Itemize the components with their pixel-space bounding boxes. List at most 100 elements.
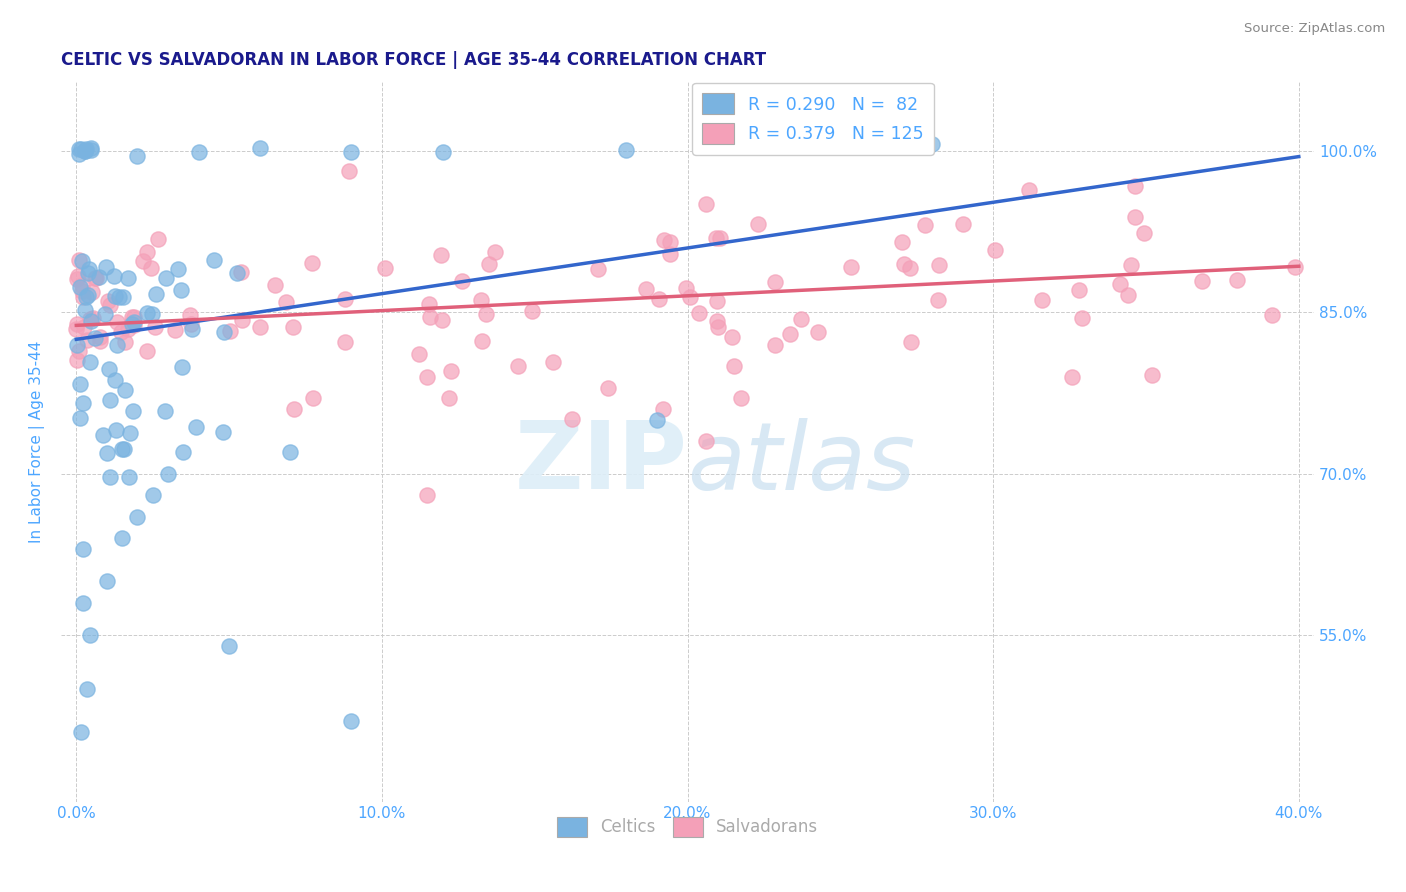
Point [82, 311, 104, 326]
Point [218, 639, 240, 653]
Point [80, 314, 103, 328]
Point [103, 268, 125, 283]
Point [65, 322, 87, 336]
Point [67, 142, 90, 156]
Point [333, 334, 356, 349]
Point [107, 337, 129, 351]
Point [94, 260, 117, 275]
Point [212, 325, 235, 339]
Point [695, 434, 717, 449]
Point [1123, 210, 1146, 224]
Point [82, 285, 104, 299]
Point [432, 145, 454, 160]
Y-axis label: In Labor Force | Age 35-44: In Labor Force | Age 35-44 [30, 340, 45, 542]
Point [96, 574, 118, 589]
Legend: Celtics, Salvadorans: Celtics, Salvadorans [551, 810, 825, 844]
Point [541, 354, 564, 368]
Point [69, 377, 91, 392]
Point [155, 403, 177, 417]
Point [374, 260, 396, 275]
Point [76, 681, 98, 696]
Point [278, 445, 301, 459]
Point [470, 293, 492, 307]
Point [807, 325, 830, 339]
Point [678, 290, 700, 304]
Point [75, 142, 97, 156]
Point [645, 413, 668, 427]
Point [187, 145, 209, 159]
Point [616, 143, 638, 157]
Point [707, 320, 730, 334]
Point [80, 141, 103, 155]
Point [110, 325, 132, 339]
Point [337, 163, 360, 178]
Point [706, 314, 728, 328]
Point [121, 317, 143, 331]
Point [142, 488, 165, 502]
Point [98, 362, 121, 376]
Point [72, 395, 94, 409]
Point [914, 219, 936, 233]
Point [107, 290, 129, 304]
Point [98, 469, 121, 483]
Point [484, 244, 506, 259]
Point [180, 317, 202, 331]
Point [561, 412, 583, 426]
Point [891, 235, 914, 249]
Point [66, 353, 89, 368]
Point [79, 312, 101, 326]
Point [73, 319, 96, 334]
Point [408, 347, 430, 361]
Point [120, 317, 142, 331]
Point [1123, 179, 1146, 194]
Point [148, 232, 170, 246]
Point [1260, 309, 1282, 323]
Point [117, 270, 139, 285]
Point [112, 442, 135, 457]
Point [69, 147, 91, 161]
Point [180, 322, 202, 336]
Point [839, 260, 862, 275]
Point [928, 258, 950, 272]
Point [114, 334, 136, 349]
Point [416, 370, 439, 384]
Point [659, 235, 682, 250]
Point [97, 293, 120, 308]
Point [111, 290, 134, 304]
Point [212, 425, 235, 439]
Point [927, 293, 949, 307]
Point [69, 280, 91, 294]
Point [124, 310, 146, 325]
Point [73, 302, 96, 317]
Point [66, 317, 89, 331]
Point [79, 355, 101, 369]
Point [1060, 370, 1083, 384]
Point [84, 271, 107, 285]
Point [75, 290, 97, 304]
Point [169, 283, 191, 297]
Point [104, 374, 127, 388]
Point [723, 359, 745, 373]
Point [695, 197, 717, 211]
Point [89, 334, 111, 349]
Point [893, 257, 915, 271]
Point [418, 297, 440, 311]
Point [122, 404, 145, 418]
Point [506, 359, 529, 373]
Point [231, 265, 253, 279]
Point [706, 231, 728, 245]
Point [69, 724, 91, 739]
Point [72, 253, 94, 268]
Point [67, 344, 90, 359]
Point [432, 313, 454, 327]
Point [91, 427, 114, 442]
Point [1119, 259, 1142, 273]
Point [105, 315, 128, 329]
Point [98, 392, 121, 407]
Point [301, 255, 323, 269]
Point [117, 322, 139, 336]
Point [301, 392, 323, 406]
Point [249, 320, 271, 334]
Point [419, 310, 441, 324]
Point [984, 243, 1007, 257]
